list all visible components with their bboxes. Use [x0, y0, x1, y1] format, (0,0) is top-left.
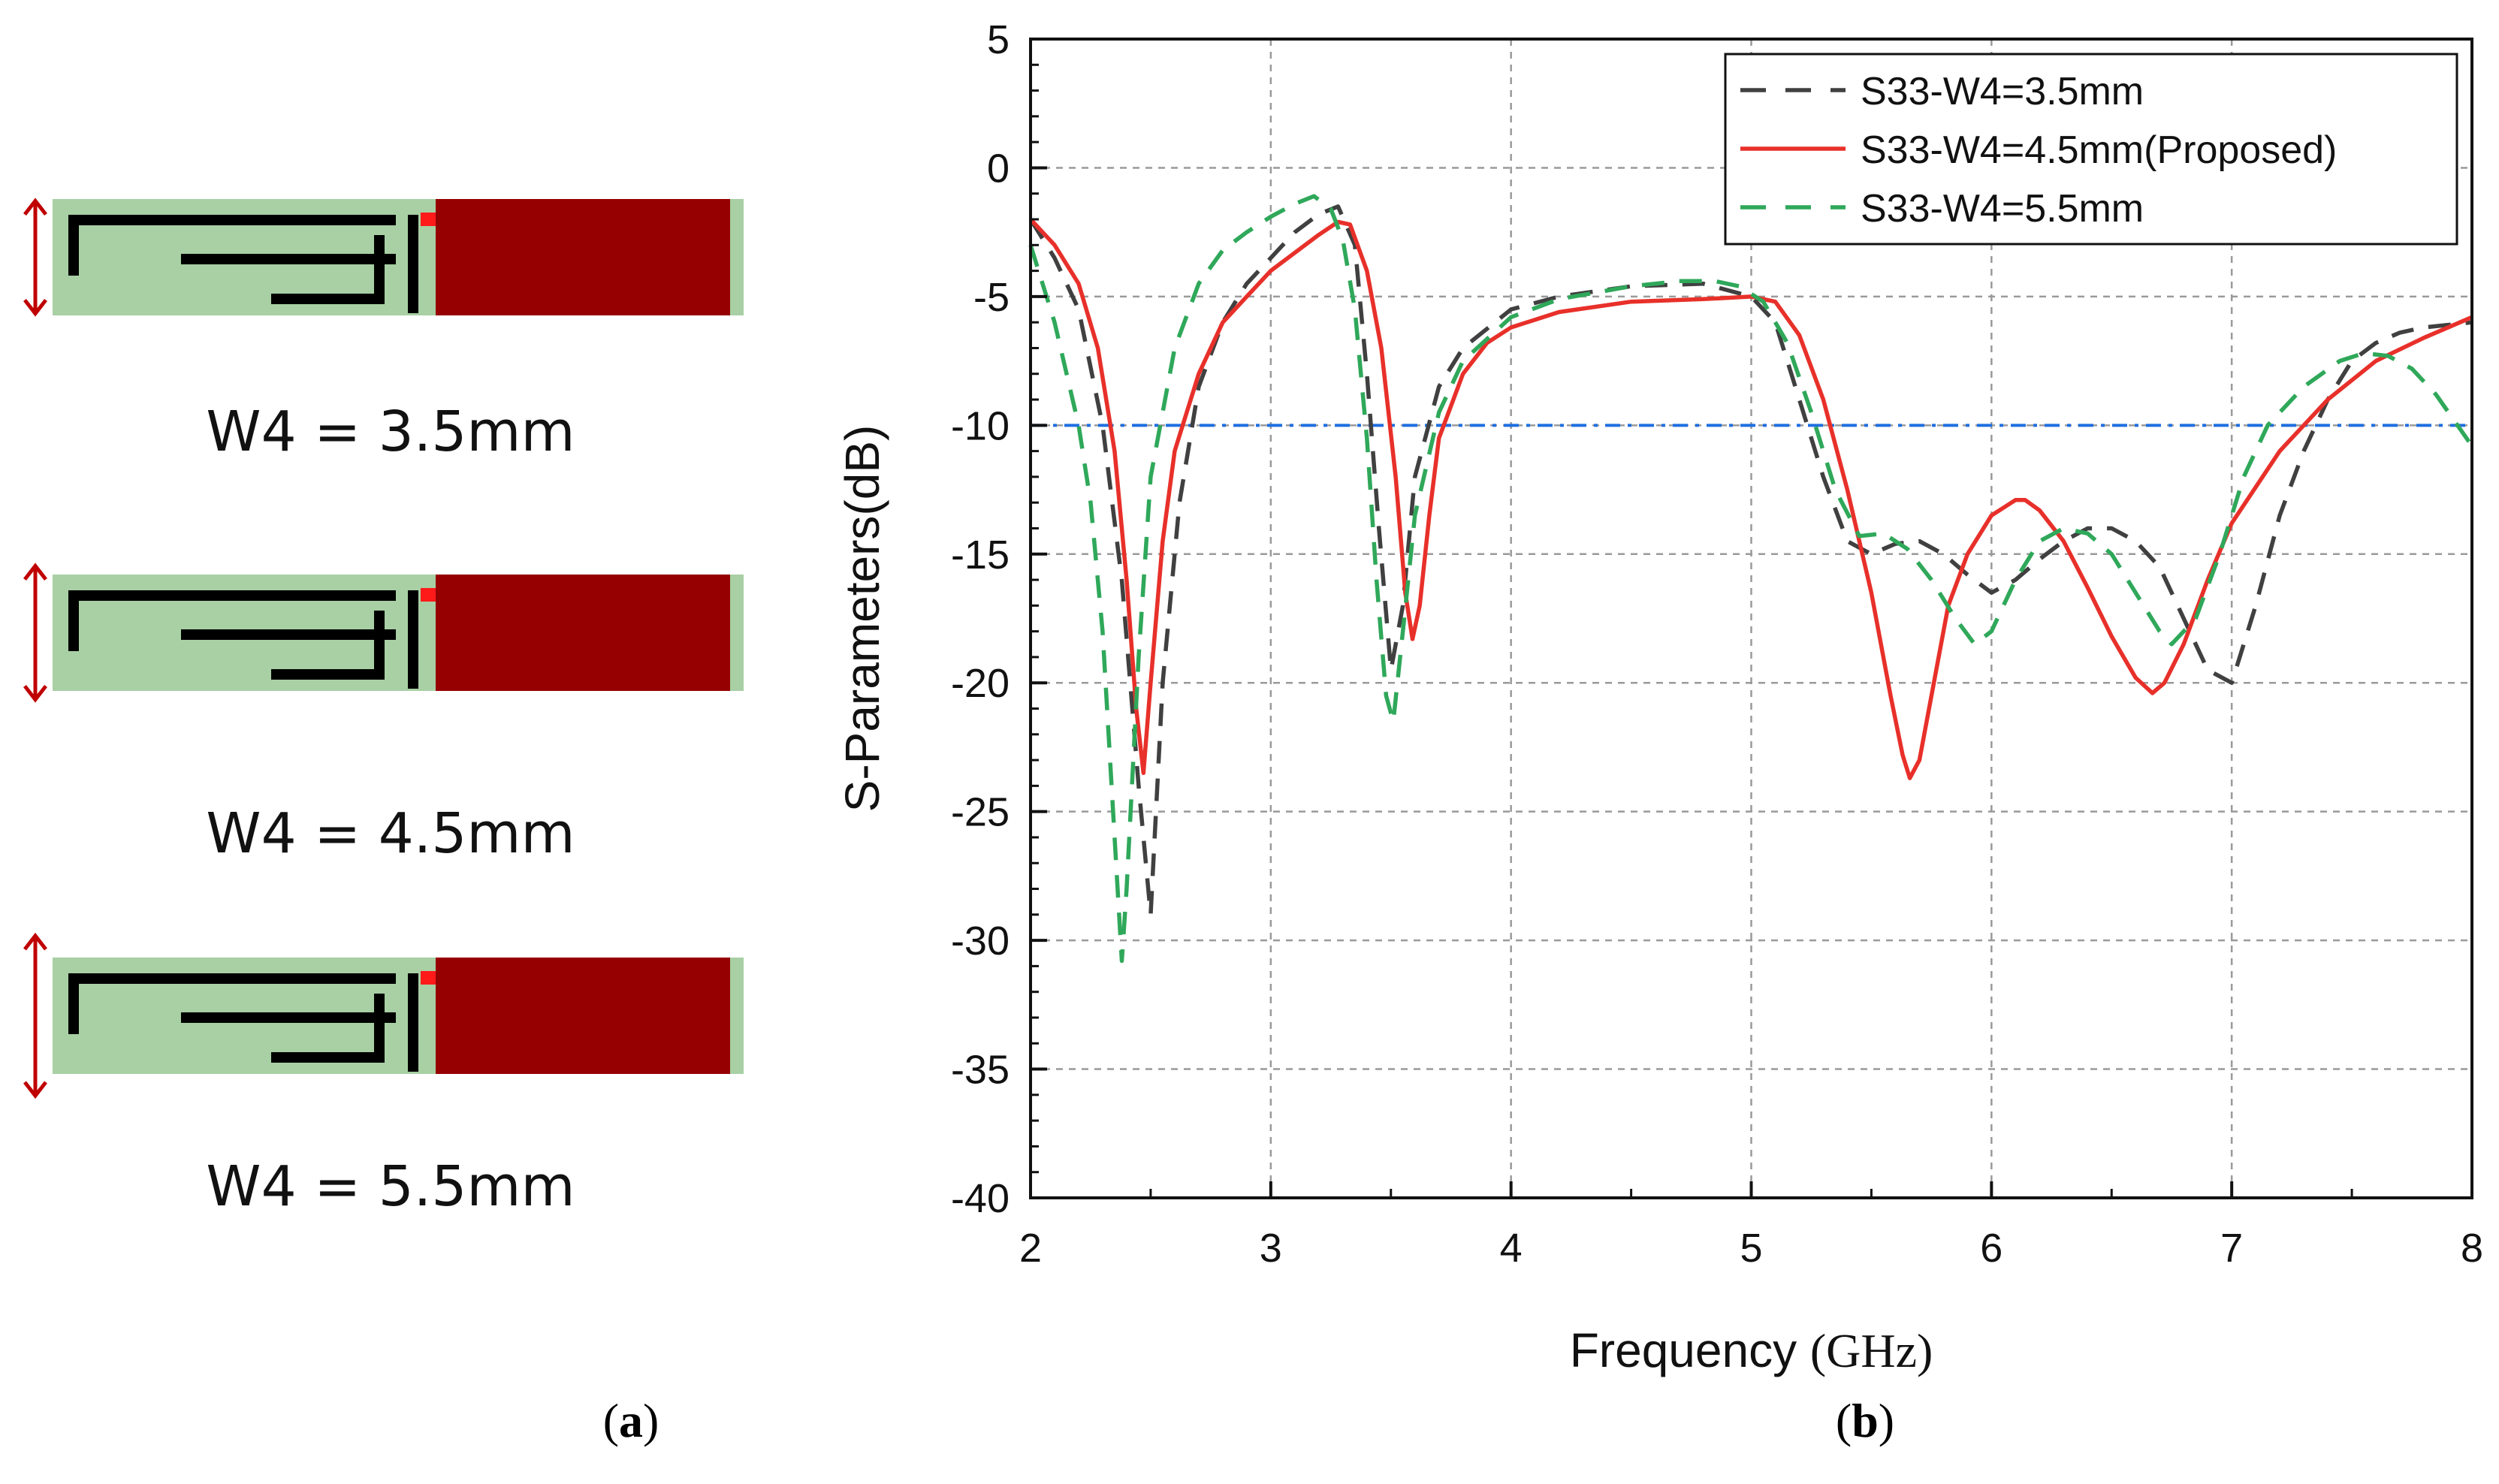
y-tick-label: 0: [987, 146, 1010, 191]
antenna-design: W4 = 5.5mm: [23, 932, 744, 1219]
radiator-trace: [68, 215, 418, 313]
x-tick-label: 2: [1019, 1226, 1042, 1271]
axis-ticks: [1029, 38, 2473, 1199]
series-line: [1028, 218, 2473, 780]
antenna-design: W4 = 3.5mm: [23, 198, 744, 464]
y-tick-label: -5: [973, 275, 1010, 320]
radiator-trace: [68, 590, 418, 689]
x-tick-label: 4: [1500, 1226, 1523, 1271]
series-line: [1028, 194, 2474, 964]
y-tick-label: 5: [987, 17, 1010, 62]
arrow-head-up-icon: [23, 198, 47, 216]
y-tick-label: -15: [951, 532, 1010, 578]
y-tick-label: -20: [951, 661, 1010, 706]
y-tick-label: -40: [951, 1176, 1010, 1221]
y-tick-label: -25: [951, 790, 1010, 835]
legend: S33-W4=3.5mm S33-W4=4.5mm(Proposed) S33-W4…: [1724, 53, 2458, 246]
feed-point: [421, 213, 436, 226]
legend-box: [1724, 53, 2458, 246]
y-tick-label: -35: [951, 1048, 1010, 1093]
x-tick-label: 7: [2220, 1226, 2243, 1271]
ground-patch: [436, 958, 730, 1074]
x-tick-label: 6: [1980, 1226, 2003, 1271]
arrow-head-down-icon: [23, 684, 47, 703]
legend-label: S33-W4=4.5mm(Proposed): [1861, 128, 2337, 172]
arrow-head-down-icon: [23, 1081, 47, 1099]
antenna-design: W4 = 4.5mm: [23, 563, 744, 866]
arrow-head-up-icon: [23, 932, 47, 951]
legend-label: S33-W4=3.5mm: [1861, 70, 2144, 113]
s-parameters-chart: 2 3 4 5 6 7 8 5 0 -5 -10 -15 -20 -25 -30 -35 -40 Freque…: [835, 17, 2483, 1447]
x-axis-title: Frequency (GHz): [1570, 1323, 1933, 1377]
ground-patch: [436, 199, 730, 315]
antenna-design-list: W4 = 3.5mm W4 = 4.5mm W4 = 5.5mm: [23, 198, 744, 1219]
x-tick-label: 3: [1260, 1226, 1282, 1271]
y-tick-label: -10: [951, 403, 1010, 448]
x-tick-label: 5: [1740, 1226, 1762, 1271]
x-tick-labels: 2 3 4 5 6 7 8: [1019, 1226, 2483, 1271]
antenna-designs-panel: W4 = 3.5mm W4 = 4.5mm W4 = 5.5mm (a): [23, 198, 744, 1447]
design-label: W4 = 4.5mm: [206, 801, 575, 866]
y-tick-label: -30: [951, 918, 1010, 964]
y-tick-labels: 5 0 -5 -10 -15 -20 -25 -30 -35 -40: [951, 17, 1010, 1221]
arrow-head-down-icon: [23, 298, 47, 317]
arrow-head-up-icon: [23, 563, 47, 581]
panel-a-caption: (a): [603, 1394, 659, 1447]
legend-label: S33-W4=5.5mm: [1861, 187, 2144, 231]
series-line: [1028, 204, 2473, 917]
feed-point: [421, 588, 436, 602]
feed-point: [421, 971, 436, 985]
ground-patch: [436, 575, 730, 691]
panel-b-caption: (b): [1836, 1394, 1894, 1447]
y-axis-title: S-Parameters(dB): [835, 425, 889, 813]
design-label: W4 = 3.5mm: [206, 400, 575, 464]
series-lines: [1028, 194, 2474, 964]
design-label: W4 = 5.5mm: [206, 1154, 575, 1219]
radiator-trace: [68, 973, 418, 1072]
x-tick-label: 8: [2461, 1226, 2483, 1271]
